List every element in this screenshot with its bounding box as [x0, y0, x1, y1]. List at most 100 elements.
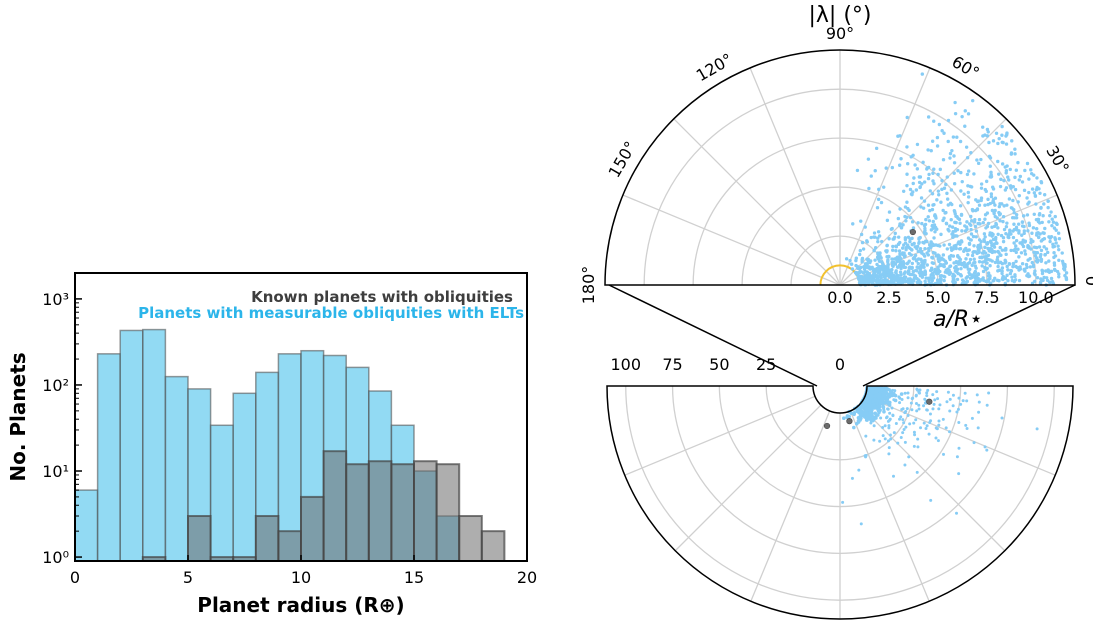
data-point	[877, 187, 881, 192]
histogram-panel: 0 5 10 15 20 10⁰ 10¹ 10² 10³ Planet radius (R⊕)…	[6, 272, 537, 617]
lower-data-point	[873, 397, 877, 401]
data-point	[968, 267, 972, 272]
data-point	[1033, 250, 1038, 255]
data-point	[899, 157, 903, 161]
y-tick-label-2: 10²	[42, 376, 69, 395]
lower-data-point	[882, 390, 886, 394]
data-point	[1005, 221, 1009, 225]
lower-data-point	[886, 439, 890, 443]
data-point	[919, 205, 923, 209]
x-tick-label-2: 10	[291, 568, 311, 587]
data-point	[906, 235, 911, 239]
data-point	[1035, 276, 1040, 280]
lower-data-point	[928, 412, 932, 416]
data-point	[965, 227, 969, 231]
data-point	[951, 274, 955, 278]
data-point	[1017, 278, 1022, 283]
data-point	[879, 200, 884, 205]
data-point	[966, 195, 971, 199]
lower-data-point	[913, 433, 917, 437]
lower-data-point	[945, 400, 949, 404]
data-point	[926, 176, 931, 181]
data-point	[973, 269, 978, 274]
data-point	[972, 250, 976, 254]
data-point	[1024, 262, 1029, 267]
lower-angular-gridline	[624, 395, 816, 476]
data-point	[1044, 276, 1049, 280]
data-point	[1051, 220, 1056, 224]
lower-data-point	[888, 411, 892, 415]
data-point	[907, 266, 911, 270]
lower-data-point	[874, 413, 878, 417]
data-point	[974, 229, 979, 233]
lower-data-point	[919, 426, 923, 430]
data-point	[936, 265, 940, 269]
data-point	[998, 184, 1003, 189]
upper-polar-outline	[604, 49, 1076, 286]
data-point	[965, 156, 970, 160]
lower-data-point	[917, 407, 921, 411]
lower-data-point	[842, 416, 846, 421]
data-point	[978, 245, 983, 250]
data-point	[1054, 241, 1058, 245]
data-point	[999, 233, 1004, 238]
lower-data-point	[872, 438, 876, 442]
lower-data-point	[905, 407, 909, 411]
data-point	[986, 202, 990, 207]
data-point	[981, 134, 985, 138]
data-point	[1000, 266, 1005, 270]
data-point	[890, 257, 894, 261]
lower-data-point	[863, 454, 867, 458]
data-point	[875, 262, 879, 267]
data-point	[996, 226, 1000, 230]
lower-data-point	[976, 426, 980, 430]
lower-data-point	[872, 386, 876, 390]
data-point	[920, 271, 924, 275]
data-point	[1005, 264, 1009, 269]
data-point	[960, 179, 964, 184]
lower-data-point	[924, 427, 928, 431]
data-point	[1009, 232, 1013, 236]
data-point	[1023, 168, 1027, 173]
data-point	[923, 246, 927, 251]
known-bar-10	[300, 495, 325, 563]
data-point	[951, 254, 956, 258]
data-point	[954, 246, 958, 251]
data-point	[872, 248, 876, 253]
data-point	[983, 203, 987, 207]
data-point	[996, 255, 1000, 259]
data-point	[992, 242, 996, 246]
data-point	[910, 220, 915, 224]
data-point	[998, 212, 1002, 216]
data-point	[849, 262, 854, 266]
data-point	[877, 281, 881, 285]
data-point	[931, 256, 935, 260]
data-point	[940, 187, 944, 192]
data-point	[993, 237, 998, 242]
data-point	[1017, 231, 1021, 235]
data-point	[859, 219, 863, 223]
lower-data-point	[926, 388, 930, 392]
lower-data-point	[865, 412, 869, 416]
data-point	[1020, 220, 1025, 224]
data-point	[1051, 245, 1055, 249]
data-point	[989, 174, 994, 179]
data-point	[876, 239, 880, 244]
data-point	[990, 225, 994, 229]
data-point	[911, 226, 916, 230]
data-point	[965, 280, 969, 284]
lower-data-point	[879, 400, 883, 404]
data-point	[945, 191, 949, 196]
data-point	[932, 236, 936, 240]
data-point	[860, 260, 864, 264]
data-point	[1010, 139, 1014, 143]
data-point	[939, 232, 943, 237]
data-point	[1030, 281, 1035, 285]
lower-data-point	[868, 411, 872, 415]
data-point	[935, 278, 940, 282]
lower-data-point	[887, 388, 891, 392]
data-point	[969, 214, 973, 219]
data-point	[872, 235, 876, 239]
data-point	[908, 239, 912, 244]
data-point	[935, 198, 939, 202]
